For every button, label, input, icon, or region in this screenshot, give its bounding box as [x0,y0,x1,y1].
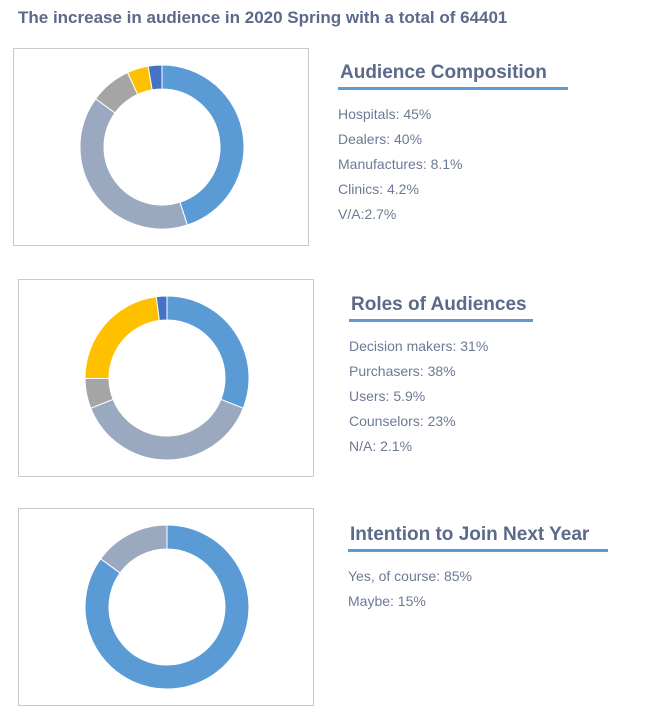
legend-item-hospitals: Hospitals: 45% [338,106,432,122]
donut-slice-2 [79,98,188,230]
legend-item-users: Users: 5.9% [349,388,426,404]
donut-svg [84,295,250,461]
donut-chart-audience-composition [13,48,309,246]
donut-slice-5 [155,295,168,322]
title-underline [338,87,568,90]
donut-slice-1 [161,64,245,226]
legend-intention-next-year: Intention to Join Next Year Yes, of cour… [348,524,608,614]
chart-title: Intention to Join Next Year [350,524,590,545]
donut-slice-2 [90,398,244,461]
legend-item-yes: Yes, of course: 85% [348,568,473,584]
legend-audience-composition: Audience Composition Hospitals: 45% Deal… [338,62,568,227]
legend-item-manufactures: Manufactures: 8.1% [338,156,463,172]
donut-svg [79,64,245,230]
donut-slice-1 [166,295,250,409]
legend-item-va: V/A:2.7% [338,206,397,222]
donut-slice-5 [147,64,163,91]
chart-title: Roles of Audiences [351,294,527,315]
donut-slice-2 [99,524,168,574]
donut-slice-4 [84,296,160,380]
legend-item-counselors: Counselors: 23% [349,413,456,429]
legend-item-na: N/A: 2.1% [349,438,413,454]
donut-chart-intention-next-year [18,508,314,706]
legend-item-maybe: Maybe: 15% [348,593,426,609]
legend-roles-of-audiences: Roles of Audiences Decision makers: 31% … [349,294,533,459]
title-underline [349,319,533,322]
title-underline [348,549,608,552]
legend-item-purchasers: Purchasers: 38% [349,363,456,379]
donut-slice-1 [84,524,250,690]
donut-chart-roles-of-audiences [18,279,314,477]
legend-item-clinics: Clinics: 4.2% [338,181,419,197]
chart-title: Audience Composition [340,62,547,83]
legend-item-dealers: Dealers: 40% [338,131,423,147]
donut-svg [84,524,250,690]
page-title: The increase in audience in 2020 Spring … [18,8,508,27]
legend-item-decision-makers: Decision makers: 31% [349,338,489,354]
